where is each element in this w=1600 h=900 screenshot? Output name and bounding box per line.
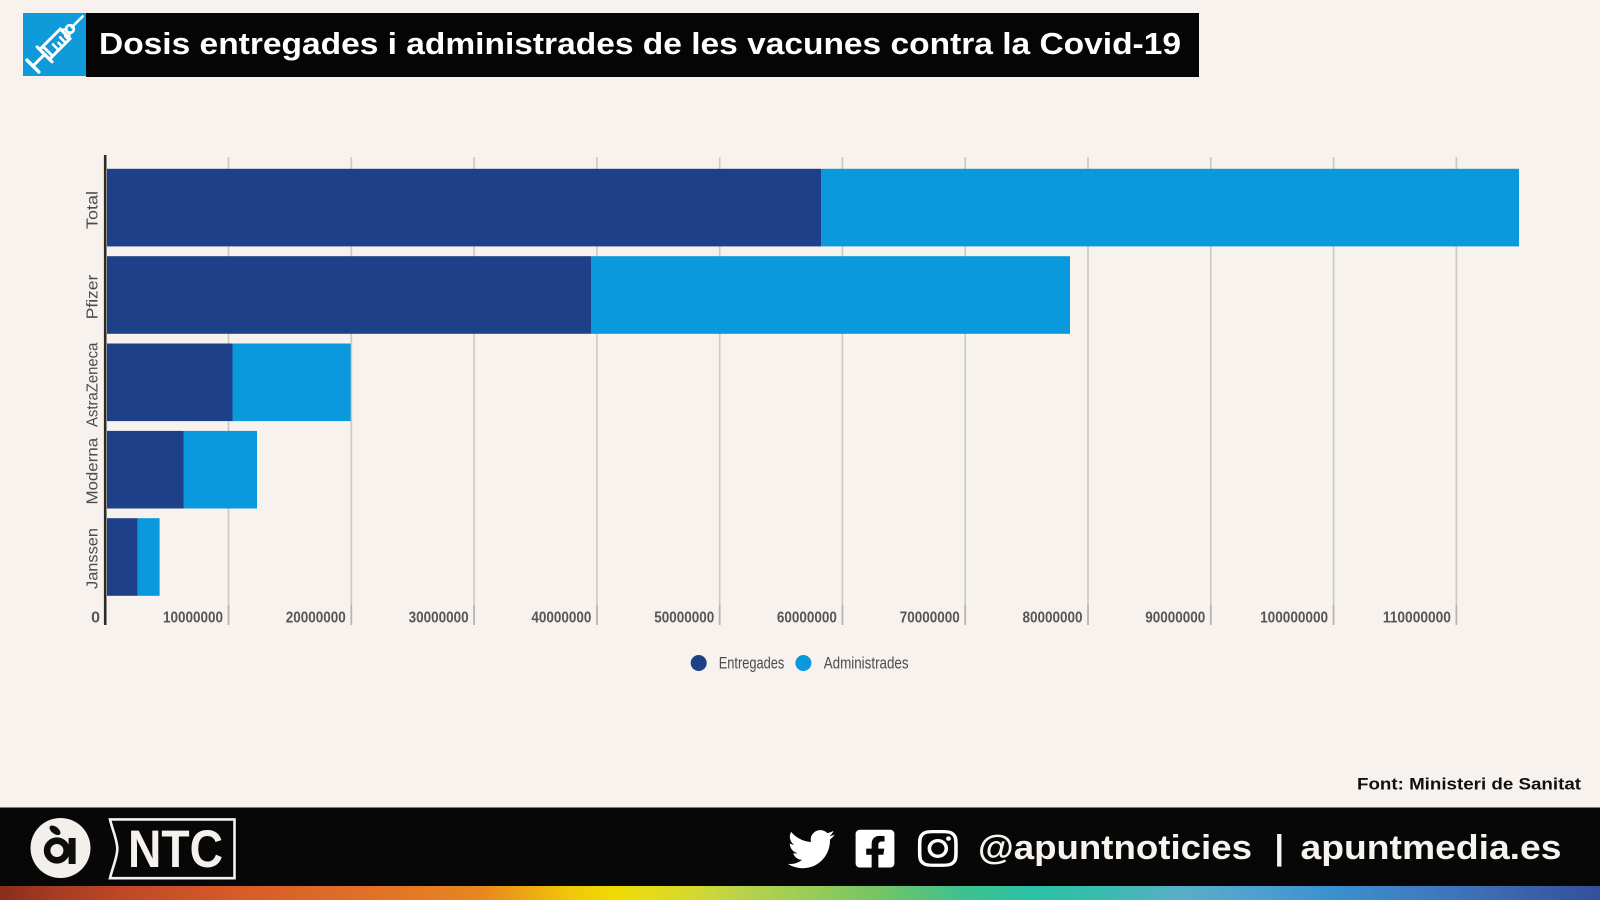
svg-text:10000000: 10000000 — [163, 610, 223, 627]
svg-text:Font: Ministeri de Sanitat: Font: Ministeri de Sanitat — [1357, 776, 1582, 794]
svg-text:|: | — [1275, 829, 1285, 867]
svg-text:Pfizer: Pfizer — [85, 274, 102, 319]
svg-text:100000000: 100000000 — [1260, 610, 1328, 627]
svg-text:Administrades: Administrades — [824, 655, 909, 673]
svg-text:Entregades: Entregades — [719, 655, 785, 673]
svg-text:70000000: 70000000 — [900, 610, 960, 627]
svg-text:apuntmedia.es: apuntmedia.es — [1301, 829, 1562, 867]
svg-text:110000000: 110000000 — [1383, 610, 1451, 627]
svg-text:Total: Total — [85, 191, 102, 229]
svg-text:90000000: 90000000 — [1145, 610, 1205, 627]
svg-text:80000000: 80000000 — [1023, 610, 1083, 627]
svg-text:40000000: 40000000 — [531, 610, 591, 627]
svg-text:0: 0 — [91, 610, 100, 627]
svg-text:@apuntnoticies: @apuntnoticies — [978, 829, 1252, 867]
svg-text:50000000: 50000000 — [654, 610, 714, 627]
svg-text:Janssen: Janssen — [85, 528, 102, 589]
svg-text:60000000: 60000000 — [777, 610, 837, 627]
svg-text:NTC: NTC — [128, 820, 223, 879]
svg-text:30000000: 30000000 — [409, 610, 469, 627]
svg-text:AstraZeneca: AstraZeneca — [85, 343, 102, 427]
svg-text:Dosis entregades i administrad: Dosis entregades i administrades de les … — [99, 26, 1181, 61]
svg-text:20000000: 20000000 — [286, 610, 346, 627]
svg-text:Moderna: Moderna — [85, 438, 102, 505]
